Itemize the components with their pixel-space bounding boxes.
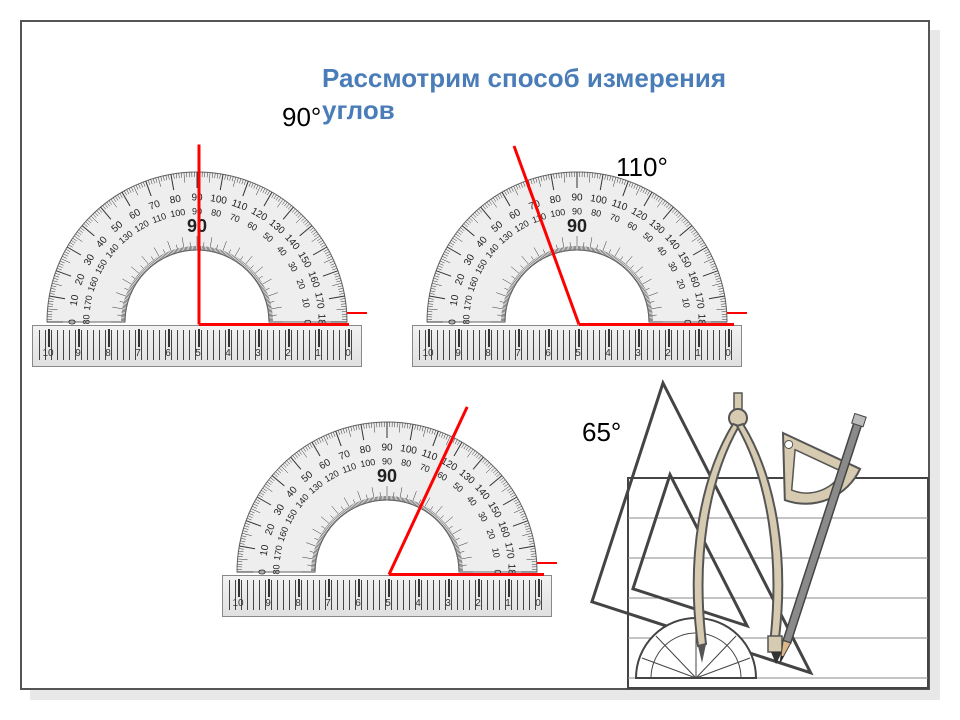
- ruler-number: 2: [475, 598, 481, 609]
- ruler-number: 9: [265, 598, 271, 609]
- angle-label-90: 90°: [282, 102, 321, 133]
- main-frame: Рассмотрим способ измерения углов 90° 0 1…: [20, 20, 930, 690]
- protractor-arc-65: 0102030405060708090100110120130140150160…: [232, 417, 542, 577]
- ruler-90: 109876543210: [32, 325, 362, 367]
- protractor-arc-110: 0102030405060708090100110120130140150160…: [422, 167, 732, 327]
- svg-text:90: 90: [572, 206, 582, 216]
- ruler-65: 109876543210: [222, 575, 552, 617]
- angle-ray-base-90: [199, 323, 349, 326]
- ruler-number: 3: [255, 348, 261, 359]
- ruler-number: 6: [545, 348, 551, 359]
- svg-text:80: 80: [210, 207, 222, 219]
- svg-text:90: 90: [381, 443, 393, 454]
- ruler-number: 5: [575, 348, 581, 359]
- angle-ray-base-110: [579, 323, 734, 326]
- drafting-tools-icon: [568, 378, 948, 708]
- svg-text:10: 10: [300, 297, 312, 309]
- ruler-number: 8: [105, 348, 111, 359]
- page-title-line1: Рассмотрим способ измерения: [322, 62, 726, 96]
- ruler-number: 2: [665, 348, 671, 359]
- ruler-110: 109876543210: [412, 325, 742, 367]
- protractor-65: 0102030405060708090100110120130140150160…: [222, 417, 552, 617]
- ruler-number: 0: [345, 348, 351, 359]
- ruler-number: 5: [385, 598, 391, 609]
- svg-text:90: 90: [377, 466, 397, 486]
- ruler-number: 10: [232, 598, 243, 609]
- svg-text:90: 90: [382, 456, 392, 466]
- protractor-110: 0102030405060708090100110120130140150160…: [412, 167, 742, 367]
- svg-text:10: 10: [490, 547, 502, 559]
- svg-text:10: 10: [680, 297, 692, 309]
- ruler-number: 8: [295, 598, 301, 609]
- svg-text:0: 0: [258, 569, 269, 575]
- svg-text:80: 80: [590, 207, 602, 219]
- ruler-number: 6: [165, 348, 171, 359]
- svg-text:0: 0: [448, 319, 459, 325]
- angle-mark-65: [537, 562, 557, 564]
- ruler-number: 4: [225, 348, 231, 359]
- angle-ray-90: [198, 145, 201, 325]
- ruler-number: 2: [285, 348, 291, 359]
- ruler-number: 9: [75, 348, 81, 359]
- ruler-number: 9: [455, 348, 461, 359]
- svg-text:0: 0: [68, 319, 79, 325]
- angle-ray-base-65: [389, 573, 544, 576]
- ruler-number: 7: [515, 348, 521, 359]
- ruler-number: 6: [355, 598, 361, 609]
- ruler-number: 3: [445, 598, 451, 609]
- svg-text:80: 80: [400, 457, 412, 469]
- ruler-number: 5: [195, 348, 201, 359]
- svg-text:90: 90: [567, 216, 587, 236]
- ruler-number: 4: [415, 598, 421, 609]
- angle-mark-110: [727, 312, 747, 314]
- ruler-number: 1: [695, 348, 701, 359]
- ruler-number: 7: [135, 348, 141, 359]
- ruler-number: 8: [485, 348, 491, 359]
- ruler-number: 7: [325, 598, 331, 609]
- ruler-number: 1: [505, 598, 511, 609]
- ruler-number: 4: [605, 348, 611, 359]
- protractor-90: 0102030405060708090100110120130140150160…: [32, 167, 362, 367]
- svg-text:90: 90: [571, 193, 583, 204]
- page-title-line2: углов: [322, 94, 395, 128]
- ruler-number: 0: [535, 598, 541, 609]
- ruler-number: 10: [422, 348, 433, 359]
- angle-mark-90: [347, 312, 367, 314]
- ruler-number: 1: [315, 348, 321, 359]
- ruler-number: 3: [635, 348, 641, 359]
- ruler-number: 0: [725, 348, 731, 359]
- ruler-number: 10: [42, 348, 53, 359]
